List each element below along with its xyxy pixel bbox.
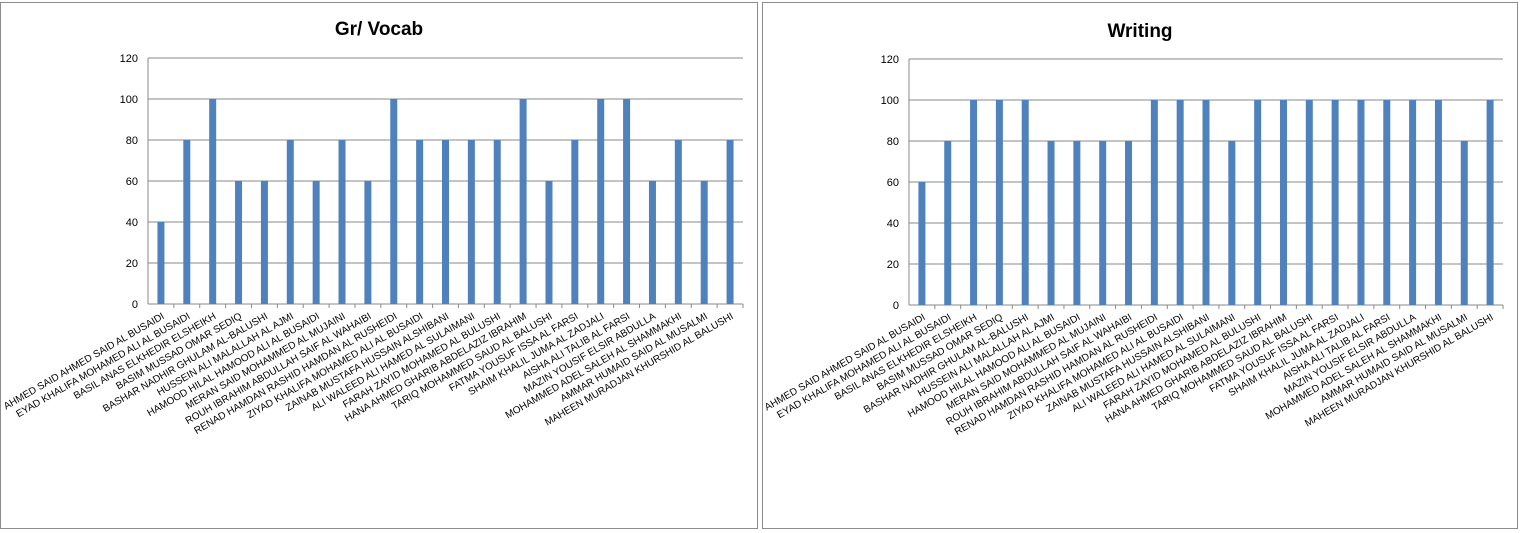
bar: [1434, 100, 1442, 305]
bar: [995, 100, 1003, 305]
bar: [1357, 100, 1365, 305]
bar: [183, 140, 191, 304]
gr-vocab-chart: Gr/ Vocab 0 20 40 60 80 100 120 AHMED SAID AHMED…: [0, 2, 758, 529]
y-tick-label: 40: [887, 218, 899, 230]
bar: [312, 181, 320, 304]
bar: [1486, 100, 1494, 305]
bar: [1460, 141, 1468, 305]
bar: [1331, 100, 1339, 305]
bar: [1383, 100, 1391, 305]
y-tick-label: 0: [132, 299, 138, 311]
bar: [1228, 141, 1236, 305]
y-tick-label: 20: [126, 258, 138, 270]
bar: [1279, 100, 1287, 305]
bar: [338, 140, 346, 304]
y-tick-label: 40: [126, 217, 138, 229]
bar: [648, 181, 656, 304]
bar: [364, 181, 372, 304]
bar: [390, 99, 398, 304]
y-tick-label: 120: [881, 54, 899, 66]
bar: [1305, 100, 1313, 305]
bar: [1125, 141, 1133, 305]
chart-title: Gr/ Vocab: [335, 19, 423, 40]
bar: [157, 222, 165, 304]
bar: [467, 140, 475, 304]
bar: [416, 140, 424, 304]
bar: [726, 140, 734, 304]
y-tick-label: 80: [887, 136, 899, 148]
bar: [235, 181, 243, 304]
y-tick-label: 120: [120, 53, 138, 65]
y-tick-label: 0: [893, 300, 899, 312]
bar: [1099, 141, 1107, 305]
bar: [1254, 100, 1262, 305]
bar: [1409, 100, 1417, 305]
bar: [1073, 141, 1081, 305]
writing-chart: Writing 0 20 40 60 80 100 120 AHMED SAID AHMED S…: [762, 2, 1518, 529]
bar: [1021, 100, 1029, 305]
bar: [1150, 100, 1158, 305]
bar: [918, 182, 926, 305]
bar: [571, 140, 579, 304]
y-tick-label: 80: [126, 135, 138, 147]
y-tick-label: 60: [126, 176, 138, 188]
bar: [1047, 141, 1055, 305]
y-tick-label: 100: [881, 95, 899, 107]
bar: [493, 140, 501, 304]
bar: [674, 140, 682, 304]
chart-title: Writing: [1107, 21, 1172, 42]
bar: [286, 140, 294, 304]
bar: [1202, 100, 1210, 305]
bar: [260, 181, 268, 304]
bar: [944, 141, 952, 305]
bar: [442, 140, 449, 304]
bar: [519, 99, 527, 304]
y-tick-label: 100: [120, 94, 138, 106]
bar: [623, 99, 631, 304]
bar: [1176, 100, 1184, 305]
y-tick-label: 60: [887, 177, 899, 189]
bar: [597, 99, 605, 304]
bar: [970, 100, 978, 305]
bar: [209, 99, 217, 304]
y-tick-label: 20: [887, 259, 899, 271]
bar: [545, 181, 553, 304]
bar: [700, 181, 708, 304]
